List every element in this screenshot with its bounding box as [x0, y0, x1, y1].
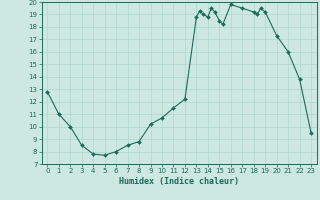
X-axis label: Humidex (Indice chaleur): Humidex (Indice chaleur)	[119, 177, 239, 186]
